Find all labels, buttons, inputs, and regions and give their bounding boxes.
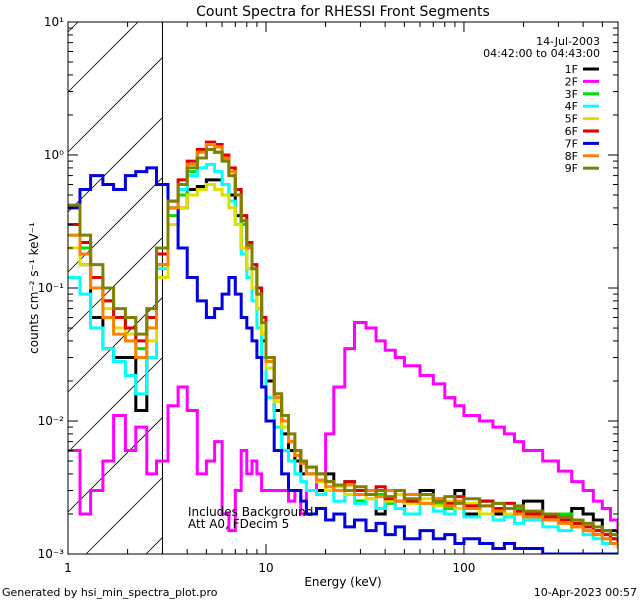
y-axis-label: counts cm⁻² s⁻¹ keV⁻¹ xyxy=(27,222,41,354)
x-tick-label: 100 xyxy=(452,561,475,575)
hatch-line xyxy=(67,117,163,213)
footer-timestamp: 10-Apr-2023 00:57 xyxy=(534,586,637,599)
legend-label-2F: 2F xyxy=(565,75,578,88)
legend-label-7F: 7F xyxy=(565,137,578,150)
x-axis-label: Energy (keV) xyxy=(304,575,381,589)
series-line-9F xyxy=(68,148,618,539)
y-tick-label: 10⁻¹ xyxy=(38,281,65,295)
hatch-line xyxy=(67,21,79,33)
chart-title: Count Spectra for RHESSI Front Segments xyxy=(196,4,490,20)
hatch-line xyxy=(67,21,139,93)
legend-label-5F: 5F xyxy=(565,113,578,126)
legend-label-1F: 1F xyxy=(565,63,578,76)
legend-label-8F: 8F xyxy=(565,150,578,163)
legend-label-6F: 6F xyxy=(565,125,578,138)
legend-label-4F: 4F xyxy=(565,100,578,113)
x-tick-label: 10 xyxy=(258,561,273,575)
legend-label-9F: 9F xyxy=(565,162,578,175)
hatch-line xyxy=(85,477,163,555)
hatch-line xyxy=(67,57,163,153)
hatch-line xyxy=(67,237,163,333)
time-range-label: 04:42:00 to 04:43:00 xyxy=(483,47,600,60)
hatch-line xyxy=(67,177,163,273)
x-tick-label: 1 xyxy=(64,561,72,575)
legend-label-3F: 3F xyxy=(565,88,578,101)
y-tick-label: 10¹ xyxy=(44,15,64,29)
annotation-attenuator: Att A0, FDecim 5 xyxy=(188,517,289,531)
y-tick-label: 10⁰ xyxy=(44,148,64,162)
series-line-7F xyxy=(68,166,618,554)
hatch-line xyxy=(145,537,163,555)
y-tick-label: 10⁻³ xyxy=(38,547,65,561)
x-axis-ticks: 1 10 100 xyxy=(64,22,619,575)
annotation-background: Includes Background xyxy=(188,505,313,519)
y-axis-ticks: 10⁻³ 10⁻² 10⁻¹ 10⁰ 10¹ xyxy=(38,15,618,561)
y-tick-label: 10⁻² xyxy=(38,414,65,428)
date-label: 14-Jul-2003 xyxy=(536,35,600,48)
series-layer xyxy=(68,140,618,554)
footer-generated-by: Generated by hsi_min_spectra_plot.pro xyxy=(2,586,218,599)
